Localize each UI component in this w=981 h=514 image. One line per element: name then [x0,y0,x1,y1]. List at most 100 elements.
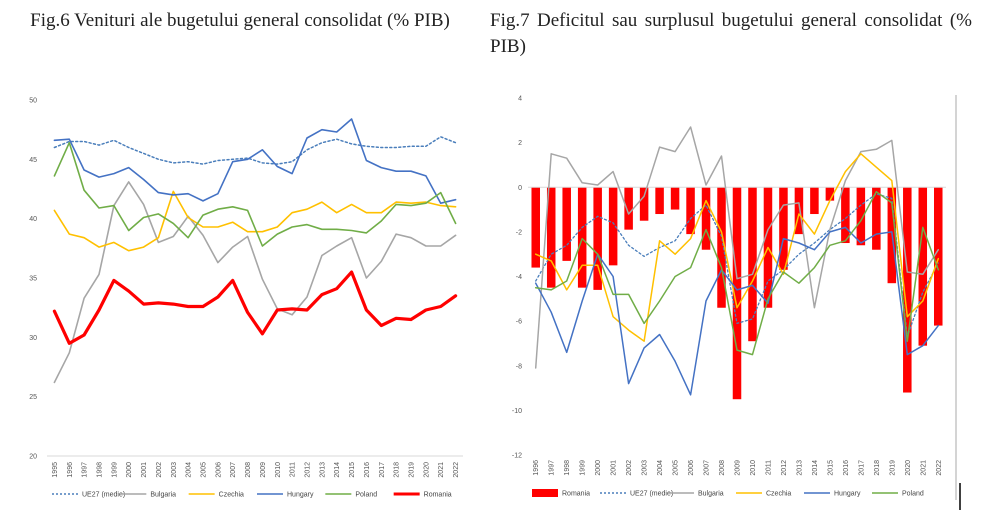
bar-romania [717,187,726,308]
legend-label-bulgaria: Bulgaria [698,491,724,498]
legend-label-czechia: Czechia [219,492,244,499]
x-tick-label: 2011 [290,462,297,477]
bar-romania [872,187,881,250]
x-tick-label: 2014 [334,462,341,478]
legend-label-poland: Poland [902,491,924,498]
x-tick-label: 1996 [67,462,74,478]
y-tick-label: -2 [516,229,522,236]
bar-romania [531,187,540,268]
bar-romania [918,187,928,346]
x-tick-label: 2020 [423,462,430,478]
x-tick-label: 2019 [889,460,896,476]
bar-romania [546,187,556,288]
legend-label-ue27-medie: UE27 (medie) [82,492,125,499]
y-tick-label: 25 [29,394,37,401]
left-chart-title: Fig.6 Venituri ale bugetului general con… [30,10,450,31]
x-tick-label: 2009 [735,460,742,476]
x-tick-label: 2018 [874,460,881,476]
series-line-poland [53,141,457,247]
bar-romania [732,187,742,400]
x-tick-label: 2015 [349,462,356,478]
x-tick-label: 2012 [781,460,788,476]
legend-label-bulgaria: Bulgaria [150,492,176,499]
bar-romania [841,187,850,244]
legend-label-romania: Romania [424,492,452,499]
y-tick-label: 50 [29,98,37,105]
x-tick-label: 2008 [245,462,252,478]
bar-romania [856,187,866,246]
right-chart-title: Fig.7 Deficitul sau surplusul bugetului … [490,10,972,57]
series-line-hungary [53,118,457,204]
x-tick-label: 2006 [688,460,695,476]
x-tick-label: 2019 [409,462,416,478]
y-tick-label: -10 [512,408,522,415]
bar-romania [655,187,664,215]
bar-romania [810,187,819,215]
bar-romania [562,187,571,261]
x-tick-label: 1997 [549,460,556,476]
x-tick-label: 2016 [843,460,850,476]
x-tick-label: 2016 [364,462,371,478]
x-tick-label: 2022 [453,462,460,478]
series-line-poland [534,190,940,356]
series-line-czechia [53,190,457,252]
x-tick-label: 1996 [533,460,540,476]
y-tick-label: 2 [518,140,522,147]
x-tick-label: 2003 [642,460,649,476]
x-tick-label: 2006 [215,462,222,478]
revenue-chart: 20 25 30 35 40 45 50 1995 1996 1997 1998 1999 2000 20… [29,98,463,499]
legend-swatch-romania [532,489,558,497]
legend-label-hungary: Hungary [287,492,314,499]
x-tick-label: 2013 [796,460,803,476]
series-line-hungary [534,226,940,396]
y-tick-label: -4 [516,274,522,281]
y-tick-label: -6 [516,319,522,326]
bar-romania [686,187,695,235]
x-tick-label: 2001 [611,460,618,476]
y-tick-label: 0 [518,185,522,192]
series-line-bulgaria [534,126,940,369]
y-tick-label: 30 [29,335,37,342]
bar-romania [934,187,943,326]
x-tick-label: 2007 [230,462,237,478]
series-line-czechia [534,153,940,342]
deficit-chart: -12 -10 -8 -6 -4 -2 0 2 4 1996 1997 1998 1999 2000 200… [512,96,946,498]
x-tick-label: 2013 [319,462,326,478]
x-tick-label: 2005 [673,460,680,476]
x-tick-label: 2020 [905,460,912,476]
legend-label-ue27-medie: UE27 (medie) [630,491,673,498]
y-tick-label: 20 [29,454,37,461]
x-tick-label: 1998 [97,462,104,478]
bar-romania [701,187,711,250]
x-tick-label: 2018 [394,462,401,478]
y-tick-label: 40 [29,216,37,223]
x-tick-label: 2007 [704,460,711,476]
x-tick-label: 2005 [201,462,208,478]
y-tick-label: 35 [29,276,37,283]
x-tick-label: 2017 [858,460,865,476]
bar-romania [903,187,912,393]
x-tick-label: 2002 [156,462,163,478]
series-line-ue27-medie [53,136,457,165]
bar-romania [639,187,649,221]
y-tick-label: 45 [29,157,37,164]
bar-romania [825,187,835,201]
x-tick-label: 2014 [812,460,819,476]
legend-label-romania: Romania [562,491,590,498]
bar-romania [593,187,602,290]
bar-romania [794,187,804,235]
bar-romania [608,187,618,266]
legend-label-poland: Poland [355,492,377,499]
series-line-bulgaria [53,181,457,384]
x-tick-label: 2010 [750,460,757,476]
y-tick-label: -12 [512,453,522,460]
x-tick-label: 2017 [379,462,386,478]
x-tick-label: 1997 [82,462,89,478]
bar-romania [670,187,680,210]
x-tick-label: 2004 [186,462,193,478]
bar-romania [748,187,757,342]
x-tick-label: 2021 [920,460,927,476]
x-tick-label: 2002 [626,460,633,476]
x-tick-label: 2000 [126,462,133,478]
x-tick-label: 2012 [305,462,312,478]
